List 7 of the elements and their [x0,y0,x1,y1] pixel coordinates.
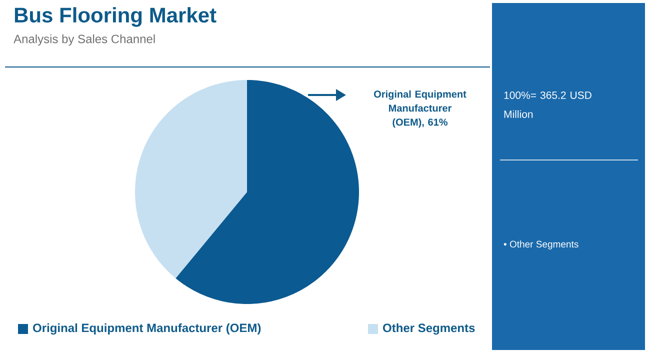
legend-label: Original Equipment Manufacturer (OEM) [33,323,261,335]
text: 100%= 365.2 USD Million [504,92,592,118]
text: • Other Segments [504,240,578,250]
legend-label: Other Segments [383,323,475,335]
text: Original Equipment Manufacturer (OEM), 61% [374,90,466,128]
chart-title: Bus Flooring Market [14,7,216,27]
chart-subtitle: Analysis by Sales Channel [14,34,155,46]
